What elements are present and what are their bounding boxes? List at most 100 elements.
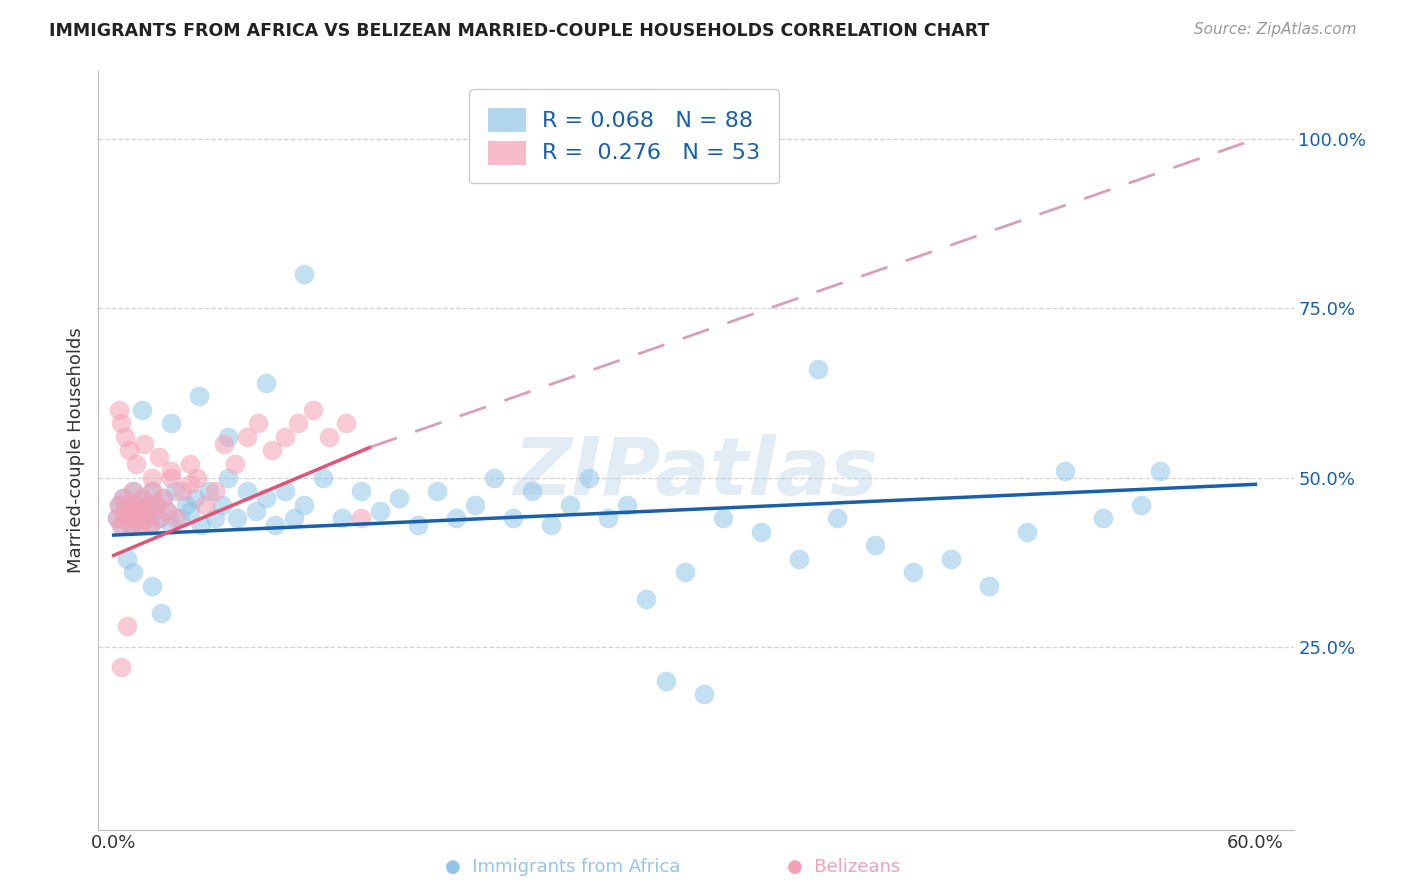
Point	[115, 551, 138, 566]
Point	[787, 551, 810, 566]
Point	[159, 517, 181, 532]
Point	[406, 517, 429, 532]
Point	[131, 402, 153, 417]
Point	[312, 470, 335, 484]
Point	[124, 504, 146, 518]
Point	[654, 673, 676, 688]
Point	[254, 376, 277, 390]
Point	[115, 511, 138, 525]
Point	[131, 491, 153, 505]
Point	[330, 511, 353, 525]
Point	[179, 457, 201, 471]
Point	[135, 511, 157, 525]
Point	[1054, 464, 1077, 478]
Point	[807, 362, 830, 376]
Point	[560, 498, 582, 512]
Point	[174, 498, 197, 512]
Point	[127, 498, 149, 512]
Point	[118, 443, 141, 458]
Point	[135, 511, 157, 525]
Point	[236, 484, 259, 499]
Point	[184, 491, 207, 505]
Point	[302, 402, 325, 417]
Point	[107, 511, 129, 525]
Point	[159, 417, 181, 431]
Point	[863, 538, 886, 552]
Point	[150, 606, 173, 620]
Text: ●  Belizeans: ● Belizeans	[787, 858, 900, 876]
Point	[141, 470, 163, 484]
Point	[292, 498, 315, 512]
Point	[110, 517, 132, 532]
Text: ZIPatlas: ZIPatlas	[513, 434, 879, 512]
Point	[118, 498, 141, 512]
Point	[108, 498, 131, 512]
Point	[335, 417, 357, 431]
Point	[264, 517, 287, 532]
Point	[287, 417, 309, 431]
Point	[169, 511, 191, 525]
Point	[110, 417, 132, 431]
Point	[247, 417, 270, 431]
Point	[260, 443, 283, 458]
Point	[121, 484, 143, 499]
Point	[139, 517, 162, 532]
Point	[131, 491, 153, 505]
Point	[132, 436, 155, 450]
Text: IMMIGRANTS FROM AFRICA VS BELIZEAN MARRIED-COUPLE HOUSEHOLDS CORRELATION CHART: IMMIGRANTS FROM AFRICA VS BELIZEAN MARRI…	[49, 22, 990, 40]
Point	[236, 430, 259, 444]
Point	[136, 498, 159, 512]
Point	[198, 484, 221, 499]
Point	[139, 517, 162, 532]
Point	[112, 491, 135, 505]
Point	[217, 470, 239, 484]
Point	[711, 511, 734, 525]
Point	[163, 484, 186, 499]
Point	[118, 498, 141, 512]
Point	[350, 511, 373, 525]
Point	[148, 511, 170, 525]
Text: ●  Immigrants from Africa: ● Immigrants from Africa	[444, 858, 681, 876]
Point	[121, 566, 143, 580]
Point	[179, 504, 201, 518]
Point	[121, 484, 143, 499]
Point	[156, 504, 179, 518]
Point	[110, 660, 132, 674]
Point	[318, 430, 340, 444]
Point	[204, 484, 226, 499]
Point	[217, 430, 239, 444]
Point	[148, 450, 170, 465]
Point	[749, 524, 772, 539]
Point	[136, 498, 159, 512]
Point	[636, 592, 658, 607]
Point	[444, 511, 467, 525]
Point	[108, 402, 131, 417]
Point	[124, 504, 146, 518]
Point	[179, 477, 201, 491]
Point	[141, 484, 163, 499]
Point	[159, 470, 181, 484]
Point	[108, 498, 131, 512]
Point	[132, 504, 155, 518]
Point	[292, 268, 315, 282]
Point	[204, 511, 226, 525]
Point	[125, 511, 148, 525]
Point	[114, 430, 136, 444]
Point	[1017, 524, 1039, 539]
Point	[148, 511, 170, 525]
Point	[254, 491, 277, 505]
Point	[190, 517, 212, 532]
Point	[1130, 498, 1153, 512]
Point	[274, 484, 297, 499]
Point	[142, 504, 165, 518]
Text: Source: ZipAtlas.com: Source: ZipAtlas.com	[1194, 22, 1357, 37]
Point	[115, 511, 138, 525]
Point	[112, 491, 135, 505]
Point	[368, 504, 391, 518]
Point	[522, 484, 544, 499]
Point	[692, 687, 714, 701]
Point	[125, 511, 148, 525]
Point	[825, 511, 848, 525]
Point	[141, 579, 163, 593]
Point	[1149, 464, 1171, 478]
